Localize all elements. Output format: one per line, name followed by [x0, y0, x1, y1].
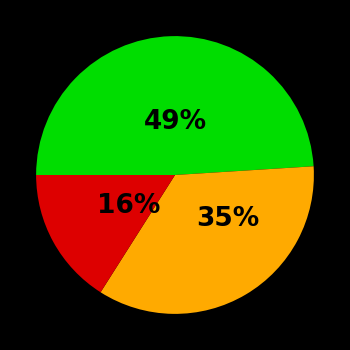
Wedge shape [100, 166, 314, 314]
Text: 49%: 49% [144, 109, 206, 135]
Text: 16%: 16% [98, 193, 161, 218]
Text: 35%: 35% [196, 206, 259, 232]
Wedge shape [36, 175, 175, 292]
Wedge shape [36, 36, 314, 175]
